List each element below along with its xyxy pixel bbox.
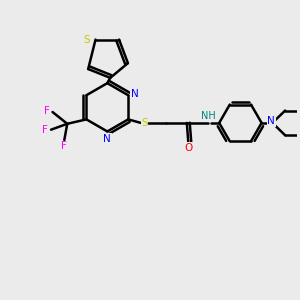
Text: O: O bbox=[184, 143, 192, 153]
Text: F: F bbox=[44, 106, 50, 116]
Text: S: S bbox=[141, 118, 148, 128]
Text: N: N bbox=[103, 134, 111, 144]
Text: N: N bbox=[267, 116, 275, 126]
Text: N: N bbox=[131, 89, 139, 99]
Text: F: F bbox=[42, 125, 47, 135]
Text: NH: NH bbox=[201, 110, 215, 121]
Text: F: F bbox=[61, 142, 67, 152]
Text: S: S bbox=[83, 34, 90, 45]
